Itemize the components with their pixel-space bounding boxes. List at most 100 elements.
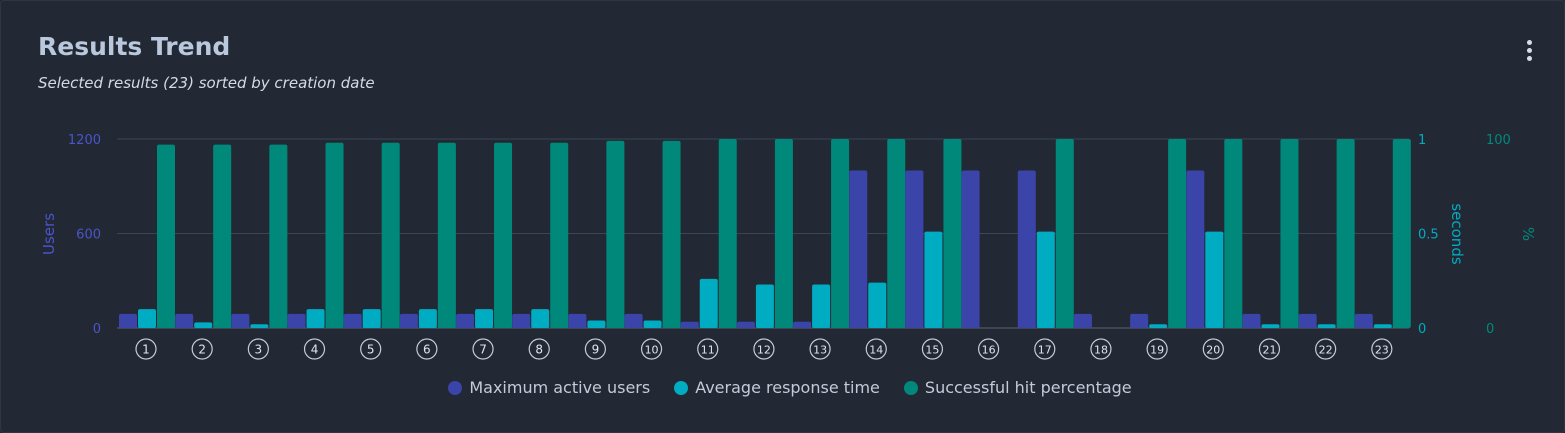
bar-response (194, 322, 213, 328)
bar-users (624, 313, 643, 328)
bar-response (924, 231, 943, 328)
legend-label-hits: Successful hit percentage (924, 378, 1132, 397)
y-left-tick-label: 1200 (68, 133, 101, 148)
x-tick-circle (921, 338, 944, 360)
bar-response (868, 282, 887, 328)
x-tick-label: 19 (1150, 344, 1164, 357)
bar-users (287, 313, 306, 328)
x-tick-label: 11 (701, 344, 715, 357)
bar-response (418, 309, 437, 328)
bar-hits (437, 142, 456, 328)
legend-label-response: Average response time (695, 378, 880, 397)
bar-users (399, 313, 418, 328)
legend-item-hits[interactable]: Successful hit percentage (903, 378, 1132, 397)
bar-users (793, 321, 812, 328)
bar-hits (774, 139, 793, 328)
x-tick-label: 23 (1375, 344, 1389, 357)
bar-hits (269, 144, 288, 328)
bar-hits (718, 139, 737, 328)
x-tick-label: 12 (757, 344, 771, 357)
bar-response (587, 320, 606, 328)
y-right-seconds-axis-label: seconds (1448, 203, 1466, 264)
x-tick-label: 6 (423, 343, 431, 357)
bar-users (905, 170, 924, 328)
bar-users (1130, 313, 1149, 328)
bar-hits (381, 142, 400, 328)
bar-response (643, 320, 662, 328)
bar-hits (213, 144, 232, 328)
legend-dot-hits (903, 380, 918, 395)
bar-response (1149, 324, 1168, 328)
y-right-seconds-tick-label: 1 (1418, 133, 1426, 148)
bar-hits (325, 142, 344, 328)
bar-users (961, 170, 980, 328)
x-tick-circle (303, 338, 326, 360)
x-tick-circle (360, 338, 382, 360)
bar-hits (831, 139, 850, 328)
axes: 0 600 1200 Users 0 0.5 1 seconds 0 100% (40, 133, 1537, 337)
x-tick-label: 15 (925, 344, 939, 357)
x-tick-label: 1 (142, 343, 150, 357)
x-tick-label: 20 (1206, 344, 1220, 357)
x-tick-label: 10 (645, 344, 659, 357)
more-options-icon[interactable] (1517, 37, 1541, 63)
x-tick-label: 4 (311, 343, 319, 357)
bar-users (1073, 313, 1092, 328)
x-tick-label: 13 (813, 344, 827, 357)
bar-users (1354, 313, 1373, 328)
bar-hits (1168, 139, 1187, 328)
panel-subtitle: Selected results (23) sorted by creation… (38, 74, 375, 92)
x-tick-circle (135, 338, 157, 360)
bar-response (1036, 231, 1055, 328)
legend-label-users: Maximum active users (469, 378, 651, 397)
legend-dot-users (448, 380, 463, 395)
x-tick-circle (1315, 338, 1337, 360)
bar-users (1017, 170, 1036, 328)
x-tick-circle (809, 338, 831, 360)
bar-hits (606, 140, 625, 328)
x-tick-label: 21 (1262, 344, 1276, 357)
bar-hits (1055, 139, 1074, 328)
x-tick-circle (416, 338, 438, 360)
y-right-percent-tick-label: 100 (1486, 133, 1511, 148)
y-left-tick-label: 600 (76, 228, 101, 243)
x-tick-label: 18 (1094, 344, 1108, 357)
bar-users (1242, 313, 1261, 328)
x-tick-circle (1371, 338, 1393, 360)
bar-response (1261, 324, 1280, 328)
bar-hits (943, 139, 962, 328)
bar-users (456, 313, 475, 328)
bar-response (699, 278, 718, 328)
bar-users (568, 313, 587, 328)
legend-item-users[interactable]: Maximum active users (448, 378, 650, 397)
x-tick-label: 17 (1038, 344, 1052, 357)
x-tick-circle (1202, 338, 1224, 360)
bar-hits (157, 144, 175, 328)
x-tick-label: 22 (1319, 344, 1333, 357)
bar-response (250, 324, 269, 328)
bar-response (755, 284, 774, 328)
bar-users (175, 313, 194, 328)
bar-response (138, 309, 156, 328)
bar-hits (887, 139, 906, 328)
y-left-axis-label: Users (40, 213, 58, 255)
bar-response (475, 309, 494, 328)
legend-dot-response (674, 380, 689, 395)
x-tick-label: 8 (535, 343, 543, 357)
y-left-tick-label: 0 (93, 322, 101, 337)
x-tick-label: 5 (367, 343, 375, 357)
bar-users (736, 321, 755, 328)
bar-response (531, 309, 550, 328)
bar-users (680, 321, 699, 328)
bar-users (119, 313, 137, 328)
x-tick-label: 3 (255, 343, 263, 357)
x-tick-circle (640, 338, 663, 360)
bar-users (512, 313, 531, 328)
bar-hits (1392, 139, 1411, 328)
x-tick-circle (697, 338, 719, 360)
x-tick-label: 9 (592, 343, 600, 357)
x-tick-label: 14 (869, 344, 883, 357)
legend-item-response[interactable]: Average response time (674, 378, 880, 397)
bar-users (1186, 170, 1205, 328)
x-tick-label: 2 (198, 343, 206, 357)
